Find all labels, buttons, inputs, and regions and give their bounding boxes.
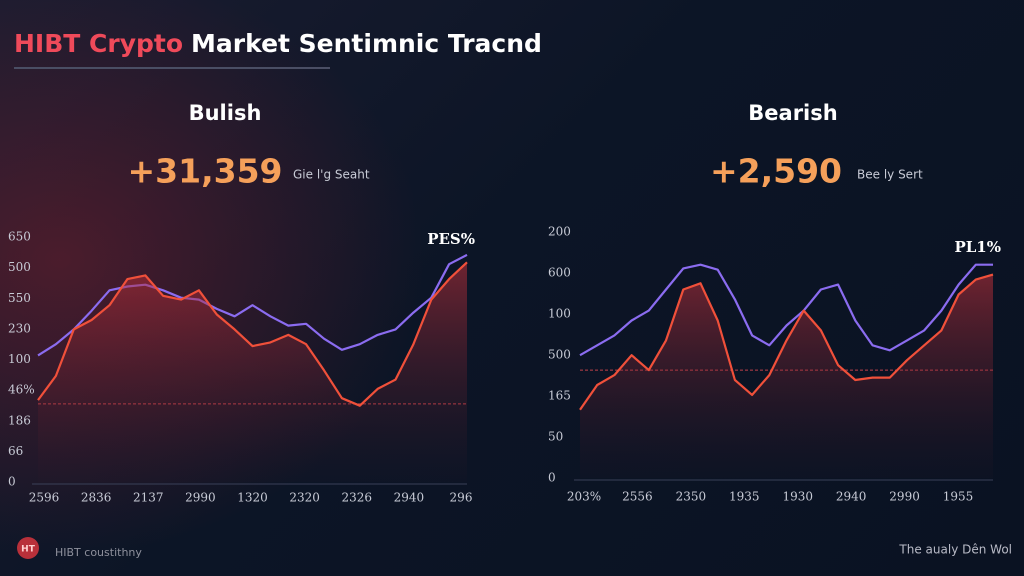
y-tick-label: 500 — [548, 348, 571, 362]
line-label: PL1% — [954, 238, 1001, 256]
x-tick-label: 203% — [567, 490, 601, 504]
area — [580, 274, 993, 478]
panel-title: Bulish — [189, 101, 262, 125]
footer-brand: HIBT coustithny — [55, 546, 142, 559]
y-tick-label: 186 — [8, 413, 31, 427]
y-tick-label: 165 — [548, 389, 571, 403]
x-tick-label: 2940 — [394, 491, 425, 505]
y-tick-label: 230 — [8, 321, 31, 335]
y-tick-label: 550 — [8, 291, 31, 305]
x-tick-label: 1935 — [729, 490, 760, 504]
headline-note: Bee ly Sert — [857, 168, 923, 182]
line — [579, 263, 993, 357]
x-tick-label: 2596 — [29, 491, 60, 505]
x-tick-label: 2990 — [185, 491, 216, 505]
logo-glyph: HT — [21, 545, 36, 555]
y-tick-label: 500 — [8, 260, 31, 274]
panel-title: Bearish — [748, 101, 837, 125]
page-title: HIBT Crypto Market Sentimnic Tracnd — [14, 29, 542, 58]
line — [579, 273, 994, 411]
y-tick-label: 100 — [8, 352, 31, 366]
headline-value: +2,590 — [710, 152, 842, 191]
y-tick-label: 66 — [8, 444, 23, 458]
line — [37, 253, 468, 357]
y-tick-label: 100 — [548, 307, 571, 321]
x-tick-label: 2137 — [133, 491, 164, 505]
x-tick-label: 2326 — [341, 491, 372, 505]
x-tick-label: 2836 — [81, 491, 112, 505]
footer-note: The aualy Dên Wol — [898, 543, 1012, 557]
line-label: PES% — [427, 230, 475, 248]
headline-value: +31,359 — [128, 152, 283, 191]
title-highlight: HIBT Crypto — [14, 29, 183, 58]
y-tick-label: 0 — [548, 471, 556, 485]
y-tick-label: 46% — [8, 383, 35, 397]
x-tick-label: 2940 — [836, 490, 867, 504]
y-tick-label: 600 — [548, 266, 571, 280]
x-tick-label: 2320 — [289, 491, 320, 505]
headline-note: Gie l'g Seaht — [293, 168, 370, 182]
x-tick-label: 1320 — [237, 491, 268, 505]
x-tick-label: 2556 — [622, 490, 653, 504]
x-tick-label: 296 — [450, 491, 473, 505]
y-tick-label: 50 — [548, 430, 563, 444]
area — [38, 262, 467, 482]
logo — [17, 537, 39, 559]
line — [37, 261, 468, 407]
x-tick-label: 1930 — [782, 490, 813, 504]
y-tick-label: 650 — [8, 230, 31, 244]
x-tick-label: 2990 — [889, 490, 920, 504]
x-tick-label: 1955 — [943, 490, 974, 504]
y-tick-label: 0 — [8, 475, 16, 489]
x-tick-label: 2350 — [676, 490, 707, 504]
title-rest: Market Sentimnic Tracnd — [191, 29, 542, 58]
y-tick-label: 200 — [548, 225, 571, 239]
